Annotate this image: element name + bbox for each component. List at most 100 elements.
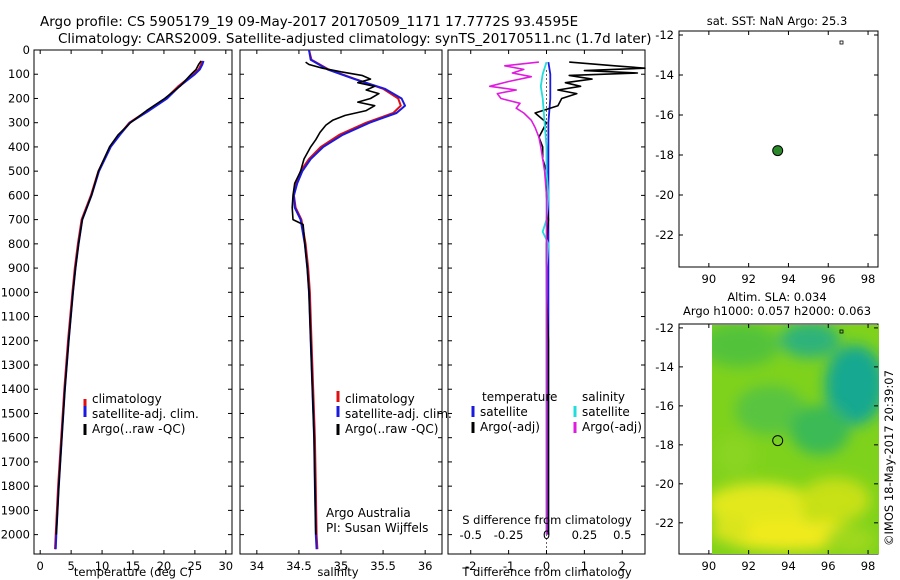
lon-tick-label: 96 [821,272,836,286]
legend-t-argo-label: Argo(-adj) [480,420,540,434]
lat-tick-label: -18 [655,148,674,162]
depth-tick-label: 1800 [1,479,30,493]
s-difference-axis-label: S difference from climatology [462,513,632,527]
x-tick-label: -1 [503,559,514,573]
temperature-axis-label: temperature (deg C) [74,565,192,579]
sst-map-ticks: 90 92 94 96 98 -12 -14 -16 -18 -20 -22 [655,28,878,286]
differences-axis-ticks: -2 -1 0 1 2 [465,50,626,573]
sst-map-marker-small [839,40,844,45]
sla-map-title-line2: Argo h1000: 0.057 h2000: 0.063 [683,304,871,318]
legend-argo-label: Argo(..raw -QC) [92,422,185,436]
legend-s-satellite-label: satellite [582,405,630,419]
lon-tick-label: 90 [702,272,717,286]
depth-tick-label: 1000 [1,285,30,299]
sla-map-title-line1: Altim. SLA: 0.034 [727,290,826,304]
lat-tick-label: -14 [655,68,674,82]
depth-tick-label: 1700 [1,455,30,469]
x-tick-label: 15 [126,559,141,573]
depth-tick-label: 1600 [1,431,30,445]
lon-tick-label: 98 [861,559,876,573]
x-tick-label: 35 [334,559,349,573]
s-argo-diff-line [488,61,548,535]
salinity-axis-label: salinity [317,565,358,579]
annotation-pi: PI: Susan Wijffels [326,521,428,535]
satellite-adj-line [54,60,205,550]
x-tick-label: 2 [619,559,626,573]
depth-tick-label: 100 [8,67,30,81]
x-tick-label: -2 [465,559,476,573]
lon-tick-label: 94 [781,559,796,573]
x-tick-label: 5 [67,559,74,573]
imos-watermark: ©IMOS 18-May-2017 20:39:07 [882,370,896,546]
depth-tick-label: 600 [8,188,30,202]
s-difference-tick-labels: -0.5 -0.25 0 0.25 0.5 [460,528,632,542]
t-difference-axis-label: T difference from climatology [461,565,632,579]
x-tick-label: 1 [581,559,588,573]
depth-axis-ticks: 0 100 200 300 400 500 600 700 800 900 1000 1100 1200… [1,43,232,542]
sst-map-panel: sat. SST: NaN Argo: 25.3 90 92 94 96 98 -12 -1… [655,14,879,286]
depth-tick-label: 400 [8,140,30,154]
depth-tick-label: 1500 [1,406,30,420]
climatology-line [54,60,204,550]
depth-tick-label: 500 [8,164,30,178]
sla-map-marker-small [839,329,844,334]
differences-series [488,61,646,554]
depth-tick-label: 700 [8,213,30,227]
depth-tick-label: 1300 [1,358,30,372]
x-tick-label: 30 [218,559,233,573]
sla-map-argo-point [772,435,784,447]
differences-panel: -2 -1 0 1 2 S difference from climatology -0… [447,49,646,579]
legend-s-argo-label: Argo(-adj) [582,420,642,434]
legend-climatology-label: climatology [92,392,162,406]
x-tick-label: 36 [418,559,433,573]
legend-climatology-label: climatology [345,392,415,406]
depth-tick-label: 1400 [1,382,30,396]
lat-tick-label: -22 [655,228,674,242]
lon-tick-label: 94 [781,272,796,286]
temperature-axes-frame [33,49,233,555]
argo-line [55,60,202,535]
lat-tick-label: -20 [655,477,674,491]
lon-tick-label: 92 [741,559,756,573]
depth-tick-label: 1100 [1,310,30,324]
figure-title-line1: Argo profile: CS 5905179_19 09-May-2017 … [40,14,578,30]
lat-tick-label: -20 [655,188,674,202]
x-tick-label: 0 [543,559,550,573]
x-tick-label: 0 [37,559,44,573]
sla-heatmap [712,325,879,554]
sla-heatmap-blobs [712,325,879,554]
depth-tick-label: 200 [8,91,30,105]
legend-t-satellite-label: satellite [480,405,528,419]
s-tick-label: 0.5 [613,528,631,542]
s-tick-label: 0.25 [572,528,598,542]
x-tick-label: 20 [157,559,172,573]
legend-satellite-label: satellite-adj. clim. [345,407,452,421]
depth-tick-label: 2000 [1,528,30,542]
temperature-axis-ticks: 0 5 10 15 20 25 30 [37,50,233,573]
salinity-axis-ticks: 34 34.5 35 35.5 36 [250,50,433,573]
x-tick-label: 35.5 [370,559,396,573]
lon-tick-label: 96 [821,559,836,573]
lon-tick-label: 90 [702,559,717,573]
salinity-axes-frame [239,49,443,555]
s-tick-label: -0.25 [494,528,524,542]
salinity-legend: climatology satellite-adj. clim. Argo(..… [336,391,452,436]
salinity-depth-ticks [240,49,442,536]
legend-argo-label: Argo(..raw -QC) [345,422,438,436]
lat-tick-label: -16 [655,108,674,122]
temperature-legend: climatology satellite-adj. clim. Argo(..… [83,392,199,436]
lat-tick-label: -12 [655,321,674,335]
differences-legend: temperature salinity satellite Argo(-adj… [471,390,642,434]
salinity-series [291,49,406,550]
x-tick-label: 25 [188,559,203,573]
depth-tick-label: 0 [23,43,30,57]
depth-tick-label: 1900 [1,503,30,517]
t-argo-diff-line [534,61,646,535]
sla-map-ticks: 90 92 94 96 98 -12 -14 -16 -18 -20 -22 [655,321,878,573]
legend-temperature-title: temperature [482,390,557,404]
figure-title-line2: Climatology: CARS2009. Satellite-adjuste… [58,31,651,47]
sst-map-argo-point [772,145,784,157]
depth-tick-label: 300 [8,116,30,130]
sst-map-title: sat. SST: NaN Argo: 25.3 [707,14,848,28]
